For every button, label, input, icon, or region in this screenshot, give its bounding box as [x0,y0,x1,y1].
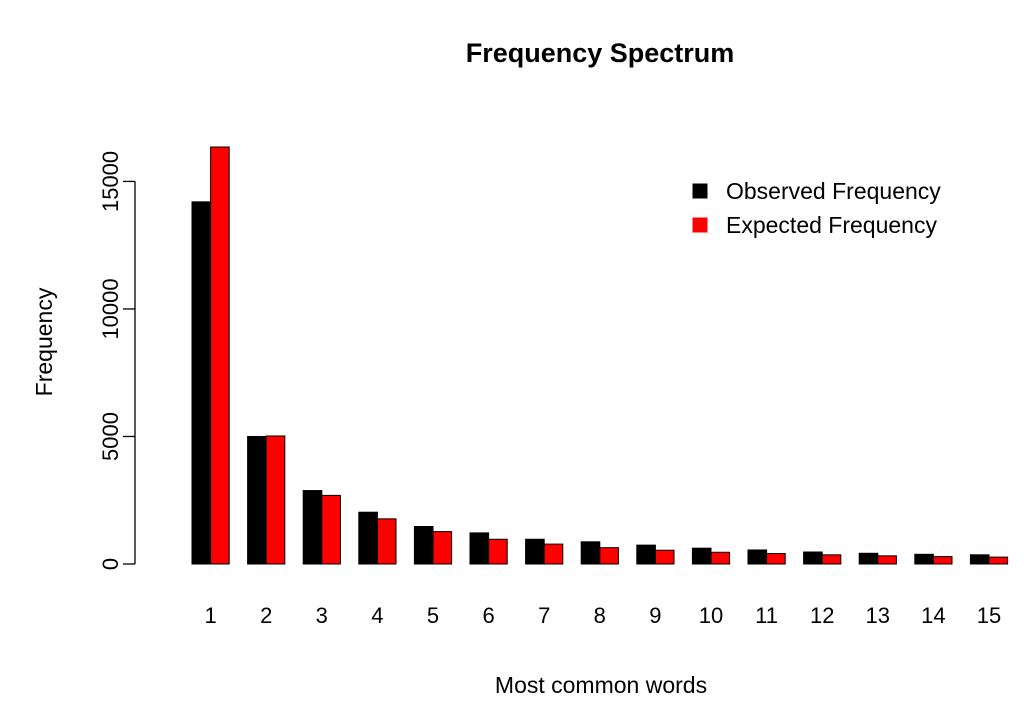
expected-bar-14 [932,556,953,565]
expected-bar-13 [877,555,897,565]
x-tick-label: 4 [371,603,383,628]
expected-bar-3 [321,494,341,565]
observed-bar-14 [914,553,934,565]
y-tick-label: 0 [98,558,123,570]
observed-bar-9 [636,544,656,565]
y-tick-label: 10000 [98,278,123,339]
x-tick-label: 14 [921,603,945,628]
observed-bar-1 [191,201,212,565]
observed-bar-12 [803,551,823,565]
x-tick-label: 15 [977,603,1001,628]
expected-bar-8 [599,547,619,565]
x-tick-label: 7 [538,603,550,628]
observed-bar-7 [525,538,545,565]
x-tick-label: 6 [482,603,494,628]
x-tick-label: 1 [204,603,216,628]
observed-bar-6 [469,532,490,565]
observed-bar-3 [302,490,323,565]
x-tick-label: 8 [594,603,606,628]
legend-label: Expected Frequency [726,212,937,238]
expected-bar-1 [210,146,230,565]
x-tick-label: 11 [755,603,778,628]
observed-bar-8 [580,541,601,565]
bars [191,146,1009,565]
x-tick-label: 9 [649,603,661,628]
expected-bar-5 [432,531,453,565]
expected-bar-15 [988,556,1009,565]
expected-bar-4 [376,518,397,565]
expected-bar-10 [710,551,731,565]
x-tick-label: 10 [699,603,723,628]
x-tick-label: 12 [810,603,834,628]
x-tick-label: 3 [316,603,328,628]
observed-bar-5 [413,526,434,565]
chart-title: Frequency Spectrum [466,38,735,68]
y-tick-label: 15000 [98,151,123,212]
x-axis-label: Most common words [495,672,707,698]
x-tick-labels: 1 2 3 4 5 6 7 8 9 10 11 12 13 14 15 [204,603,1001,628]
expected-bar-7 [543,543,564,565]
y-axis-label: Frequency [31,287,57,396]
observed-bar-15 [969,554,990,565]
observed-bar-4 [358,511,378,565]
x-tick-label: 5 [427,603,439,628]
observed-bar-2 [247,435,267,565]
expected-bar-11 [766,553,786,565]
expected-bar-6 [488,538,508,565]
x-tick-label: 13 [866,603,890,628]
legend: Observed Frequency Expected Frequency [692,178,941,238]
y-tick-label: 5000 [98,412,123,461]
legend-swatch [692,183,708,199]
observed-bar-13 [858,552,879,565]
expected-bar-9 [654,549,675,565]
expected-bar-2 [265,435,286,565]
legend-label: Observed Frequency [726,178,941,204]
observed-bar-11 [747,549,768,565]
x-tick-label: 2 [260,603,272,628]
expected-bar-12 [821,554,842,565]
legend-swatch [692,217,708,233]
y-axis: 0 5000 10000 15000 [98,151,136,570]
observed-bar-10 [691,547,712,565]
